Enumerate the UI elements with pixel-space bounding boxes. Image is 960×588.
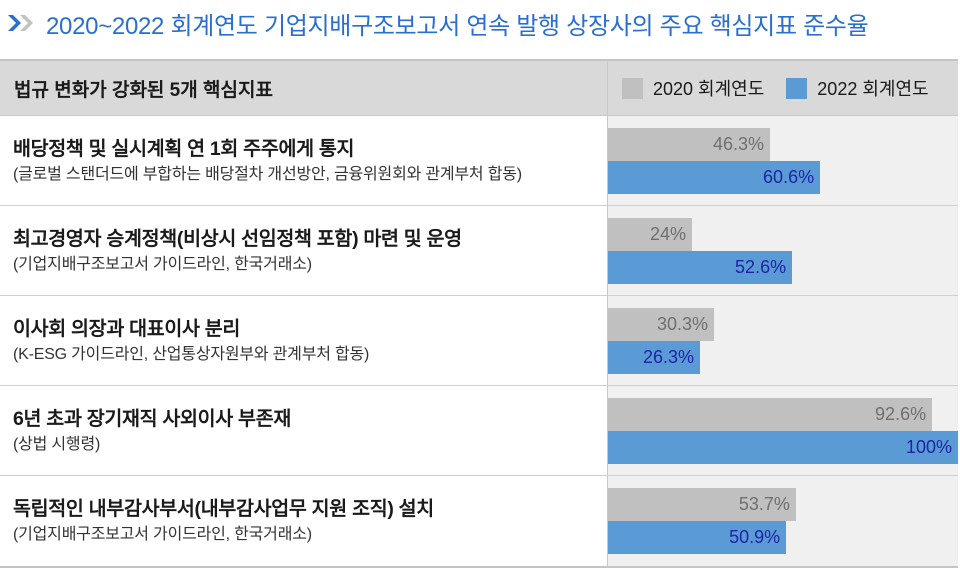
table-row: 최고경영자 승계정책(비상시 선임정책 포함) 마련 및 운영 (기업지배구조보… (0, 206, 958, 296)
bar-label-2020: 53.7% (738, 494, 790, 514)
legend-swatch-2020 (622, 77, 643, 99)
indicator-cell: 배당정책 및 실시계획 연 1회 주주에게 통지 (글로벌 스탠더드에 부합하는… (0, 116, 608, 205)
indicator-title: 독립적인 내부감사부서(내부감사업무 지원 조직) 설치 (13, 498, 434, 520)
bar-2022: 100% (608, 431, 958, 464)
bar-2022: 50.9% (608, 521, 787, 554)
bar-2020: 92.6% (608, 398, 933, 431)
bar-label-2020: 24% (649, 224, 686, 244)
indicator-title: 배당정책 및 실시계획 연 1회 주주에게 통지 (13, 137, 355, 160)
indicator-source: (글로벌 스탠더드에 부합하는 배당절차 개선방안, 금융위원회와 관계부처 합… (13, 165, 522, 183)
bar-2022: 52.6% (608, 251, 793, 284)
table-header: 법규 변화가 강화된 5개 핵심지표 2020 회계연도 2022 회계연도 (0, 61, 958, 116)
indicator-title: 6년 초과 장기재직 사외이사 부존재 (13, 407, 291, 430)
bar-cell: 24% 52.6% (608, 206, 958, 295)
indicator-source: (기업지배구조보고서 가이드라인, 한국거래소) (13, 526, 312, 543)
indicator-title: 최고경영자 승계정책(비상시 선임정책 포함) 마련 및 운영 (13, 227, 462, 250)
bar-2022: 60.6% (608, 161, 821, 194)
bar-cell: 30.3% 26.3% (608, 296, 958, 385)
bar-2020: 30.3% (608, 308, 715, 341)
indicator-cell: 이사회 의장과 대표이사 분리 (K-ESG 가이드라인, 산업통상자원부와 관… (0, 296, 608, 385)
bar-cell: 53.7% 50.9% (608, 476, 958, 566)
bar-cell: 46.3% 60.6% (608, 116, 958, 205)
indicator-title: 이사회 의장과 대표이사 분리 (13, 317, 241, 340)
compliance-table: 법규 변화가 강화된 5개 핵심지표 2020 회계연도 2022 회계연도 배… (0, 59, 958, 568)
indicator-source: (K-ESG 가이드라인, 산업통상자원부와 관계부처 합동) (13, 345, 370, 363)
double-chevron-right-icon (8, 13, 38, 33)
table-row: 이사회 의장과 대표이사 분리 (K-ESG 가이드라인, 산업통상자원부와 관… (0, 296, 958, 386)
bar-cell: 92.6% 100% (608, 386, 958, 475)
bar-label-2020: 92.6% (875, 404, 927, 424)
title-bar: 2020~2022 회계연도 기업지배구조보고서 연속 발행 상장사의 주요 핵… (0, 0, 960, 46)
table-row: 6년 초과 장기재직 사외이사 부존재 (상법 시행령) 92.6% 100% (0, 386, 958, 476)
bar-2020: 24% (608, 218, 692, 251)
chart-title: 2020~2022 회계연도 기업지배구조보고서 연속 발행 상장사의 주요 핵… (46, 12, 869, 40)
bar-label-2022: 26.3% (643, 347, 695, 367)
indicator-source: (상법 시행령) (13, 435, 101, 453)
indicator-cell: 독립적인 내부감사부서(내부감사업무 지원 조직) 설치 (기업지배구조보고서 … (0, 476, 608, 566)
bar-label-2022: 52.6% (735, 257, 787, 277)
indicator-cell: 최고경영자 승계정책(비상시 선임정책 포함) 마련 및 운영 (기업지배구조보… (0, 206, 608, 295)
legend-item-2022: 2022 회계연도 (786, 75, 929, 101)
legend: 2020 회계연도 2022 회계연도 (608, 61, 958, 115)
bar-label-2020: 30.3% (657, 314, 709, 334)
bar-2020: 53.7% (608, 488, 796, 521)
bar-label-2022: 50.9% (729, 527, 781, 547)
bar-label-2022: 60.6% (763, 167, 815, 187)
bar-label-2020: 46.3% (713, 134, 765, 154)
table-row: 독립적인 내부감사부서(내부감사업무 지원 조직) 설치 (기업지배구조보고서 … (0, 476, 958, 566)
bar-2022: 26.3% (608, 341, 701, 374)
legend-swatch-2022 (786, 77, 808, 99)
legend-label-2022: 2022 회계연도 (817, 79, 929, 99)
legend-item-2020: 2020 회계연도 (622, 75, 764, 101)
bar-label-2022: 100% (905, 437, 952, 457)
indicator-source: (기업지배구조보고서 가이드라인, 한국거래소) (13, 255, 312, 273)
table-row: 배당정책 및 실시계획 연 1회 주주에게 통지 (글로벌 스탠더드에 부합하는… (0, 116, 958, 206)
legend-label-2020: 2020 회계연도 (653, 79, 765, 99)
bar-2020: 46.3% (608, 128, 771, 161)
indicator-column-header: 법규 변화가 강화된 5개 핵심지표 (0, 61, 608, 115)
indicator-cell: 6년 초과 장기재직 사외이사 부존재 (상법 시행령) (0, 386, 608, 475)
